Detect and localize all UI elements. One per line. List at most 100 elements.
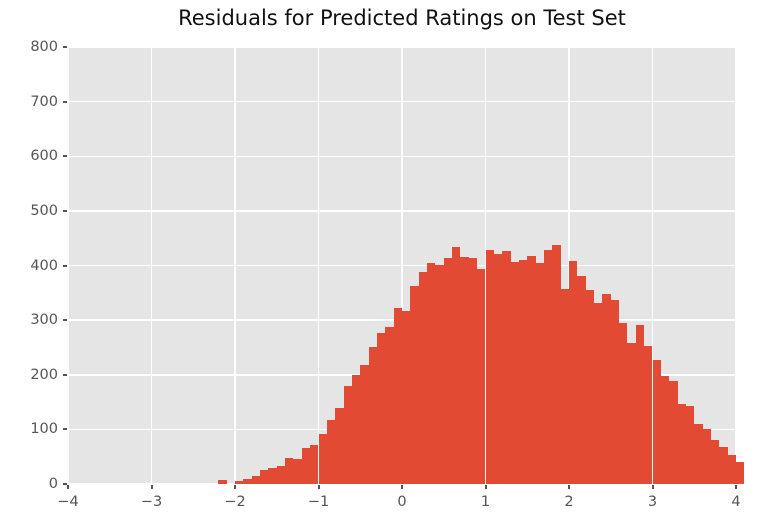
histogram-bar [660,376,670,484]
y-tick-mark [63,319,67,322]
histogram-bar [260,469,269,484]
y-tick-label: 800 [30,39,58,55]
histogram-bar [418,271,428,484]
x-tick-mark [735,485,737,489]
x-tick-label: 3 [647,494,658,510]
histogram-bar [485,249,494,484]
histogram-bar [585,290,595,484]
histogram-bar [360,365,369,484]
histogram-bar [477,268,486,484]
histogram-bar [719,446,728,484]
x-tick-mark [67,485,69,489]
y-tick-mark [63,428,67,431]
histogram-bar [427,262,436,484]
x-tick-mark [401,485,403,489]
histogram-bar [677,404,686,484]
histogram-bar [736,461,745,484]
histogram-bar [243,479,252,484]
histogram-bar [251,476,261,484]
chart-title: Residuals for Predicted Ratings on Test … [178,6,626,30]
x-gridline [67,47,69,484]
histogram-bar [552,244,561,484]
histogram-bar [594,303,603,484]
histogram-bar [452,246,461,484]
histogram-bar [343,386,352,484]
histogram-bar [385,326,394,484]
y-tick-mark [63,483,67,485]
y-tick-mark [63,209,67,212]
y-tick-label: 500 [30,202,58,219]
histogram-bar [560,289,569,484]
x-gridline [234,47,236,484]
histogram-bar [510,262,519,484]
histogram-bar [669,380,678,484]
histogram-bar [710,439,720,484]
histogram-bar [310,444,319,484]
histogram-bar [218,480,227,484]
y-tick-mark [63,100,67,103]
x-tick-mark [317,485,320,489]
y-tick-mark [63,264,67,267]
histogram-bar [468,257,478,484]
x-tick-label: 0 [397,494,407,510]
x-tick-mark [150,485,153,489]
histogram-bar [393,308,402,484]
histogram-bar [627,343,636,484]
histogram-bar [502,251,511,484]
histogram-bar [652,360,661,484]
histogram-bar [368,347,377,484]
y-tick-mark [63,46,67,48]
y-tick-label: 600 [30,148,58,165]
x-tick-label: 2 [564,494,574,510]
histogram-bar [727,455,736,484]
x-tick-label: 4 [731,494,741,510]
histogram-bar [276,465,286,484]
x-tick-label: −1 [307,494,330,510]
histogram-bar [619,323,628,484]
x-tick-mark [234,485,236,489]
x-gridline [317,47,320,484]
histogram-bar [694,423,703,484]
x-gridline [401,47,403,484]
x-gridline [651,47,654,484]
y-tick-label: 300 [30,312,58,329]
histogram-bar [610,299,620,484]
y-tick-label: 200 [30,366,58,383]
x-tick-mark [484,485,487,489]
y-tick-mark [63,373,67,376]
histogram-bar [635,324,645,484]
x-tick-label: −2 [224,494,246,510]
plot-area [67,46,745,485]
histogram-bar [443,258,453,484]
x-tick-label: −4 [57,494,79,510]
histogram-bar [518,259,528,484]
y-tick-mark [63,155,67,158]
y-tick-label: 400 [30,257,58,274]
x-gridline [150,47,153,484]
y-tick-label: 700 [30,93,58,110]
histogram-bar [285,457,294,484]
histogram-bar [702,428,711,484]
histogram-bar [644,345,653,484]
histogram-bar [543,249,553,484]
histogram-bar [235,480,244,484]
histogram-bar [318,433,327,484]
histogram-bar [527,256,536,484]
histogram-bar [293,458,302,484]
histogram-bar [493,254,503,484]
histogram-bar [602,294,611,484]
histogram-bar [268,468,277,484]
y-tick-label: 0 [48,476,58,492]
histogram-bar [376,332,386,484]
x-tick-label: 1 [480,494,491,510]
histogram-bar [569,260,578,484]
x-tick-label: −3 [140,494,163,510]
histogram-bar [301,447,311,484]
histogram-bar [326,419,336,484]
x-tick-mark [568,485,570,489]
y-gridline [68,483,736,485]
histogram-bar [402,310,411,484]
histogram-bar [460,256,469,484]
histogram-bar [577,276,586,484]
